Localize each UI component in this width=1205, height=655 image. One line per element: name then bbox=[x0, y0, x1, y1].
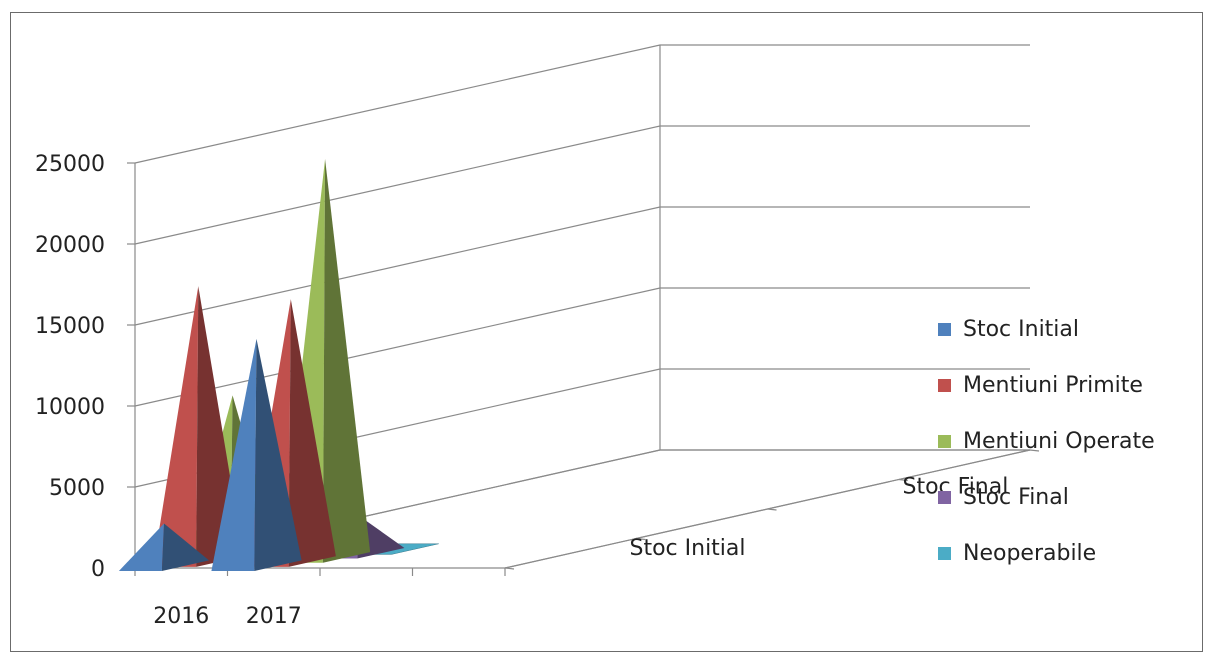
legend-label: Stoc Final bbox=[963, 485, 1069, 510]
depth-tick-label: Stoc Initial bbox=[630, 536, 746, 561]
legend-swatch bbox=[938, 547, 951, 560]
y-tick-label: 5000 bbox=[49, 476, 105, 501]
y-tick-label: 25000 bbox=[35, 152, 105, 177]
depth-tick-mark bbox=[504, 567, 515, 570]
y-tick-label: 15000 bbox=[35, 314, 105, 339]
pyramid-bar bbox=[211, 338, 302, 571]
legend-item: Mentiuni Primite bbox=[938, 373, 1143, 398]
depth-tick-label: Stoc Final bbox=[903, 474, 1009, 499]
x-axis: 2016 2017 bbox=[134, 568, 506, 629]
gridline bbox=[134, 287, 1030, 407]
y-tick-label: 0 bbox=[91, 557, 105, 582]
legend-swatch bbox=[938, 435, 951, 448]
legend-swatch bbox=[938, 323, 951, 336]
y-axis: 0 5000 10000 15000 20000 25000 bbox=[35, 152, 136, 582]
depth-tick-mark bbox=[767, 508, 777, 511]
legend: Stoc Initial Mentiuni Primite Mentiuni Ope… bbox=[938, 317, 1155, 566]
gridline bbox=[134, 44, 1030, 164]
x-tick-label: 2017 bbox=[246, 604, 302, 629]
pyramid-bar bbox=[118, 523, 210, 571]
y-tick-label: 20000 bbox=[35, 233, 105, 258]
depth-tick-mark bbox=[636, 537, 646, 541]
gridline bbox=[134, 125, 1030, 245]
y-tick-label: 10000 bbox=[35, 395, 105, 420]
legend-item: Stoc Initial bbox=[938, 317, 1079, 342]
legend-item: Mentiuni Operate bbox=[938, 429, 1155, 454]
legend-item: Neoperabile bbox=[938, 541, 1096, 566]
legend-label: Mentiuni Primite bbox=[963, 373, 1143, 398]
depth-tick-mark bbox=[1029, 449, 1040, 452]
legend-label: Mentiuni Operate bbox=[963, 429, 1155, 454]
legend-item: Stoc Final bbox=[938, 485, 1069, 510]
gridline bbox=[134, 206, 1030, 326]
legend-label: Stoc Initial bbox=[963, 317, 1079, 342]
legend-swatch bbox=[938, 379, 951, 392]
chart-marks bbox=[118, 158, 439, 571]
x-tick-label: 2016 bbox=[153, 604, 209, 629]
legend-label: Neoperabile bbox=[963, 541, 1096, 566]
depth-axis: Stoc Initial Stoc Final bbox=[504, 449, 1040, 570]
legend-swatch bbox=[938, 491, 951, 504]
depth-tick-mark bbox=[898, 478, 908, 482]
